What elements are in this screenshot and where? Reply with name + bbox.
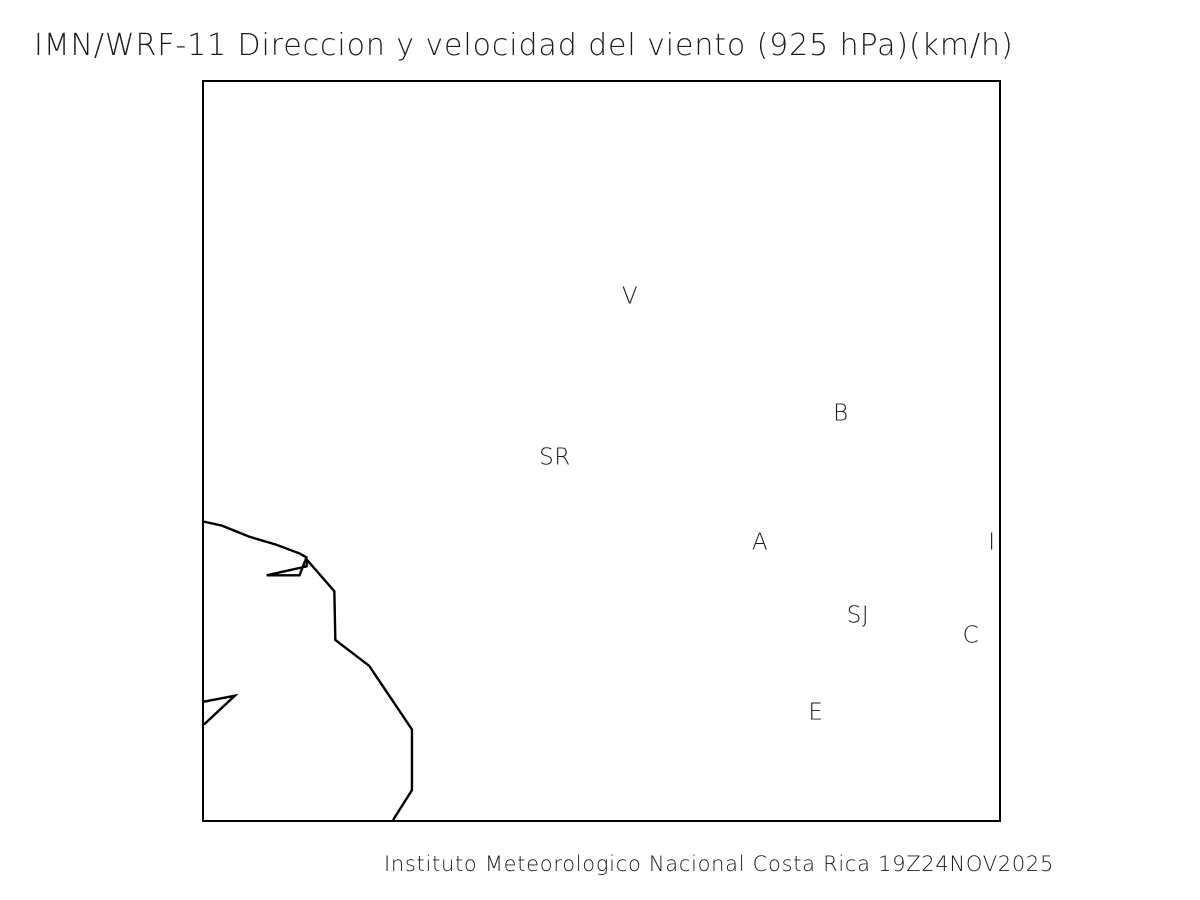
station-label-sr: SR	[539, 444, 571, 471]
map-plot-area: V B SR A I SJ C E	[202, 80, 1001, 822]
footer-credit: Instituto Meteorologico Nacional Costa R…	[384, 852, 1055, 876]
page-title: IMN/WRF-11 Direccion y velocidad del vie…	[34, 28, 1014, 63]
station-label-sj: SJ	[846, 602, 870, 629]
coastline-layer	[204, 520, 414, 820]
station-label-e: E	[808, 699, 824, 726]
station-label-i: I	[988, 529, 996, 556]
station-label-a: A	[751, 529, 769, 556]
coastline-path	[204, 693, 239, 726]
station-label-v: V	[621, 283, 639, 310]
coastline-path	[204, 520, 414, 820]
station-label-b: B	[833, 400, 849, 427]
station-label-c: C	[962, 622, 980, 649]
